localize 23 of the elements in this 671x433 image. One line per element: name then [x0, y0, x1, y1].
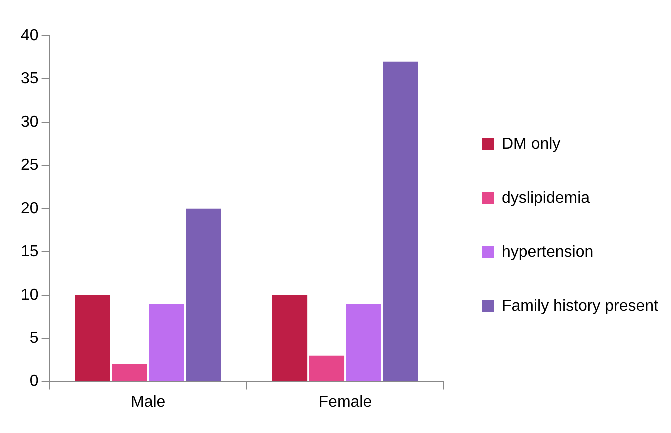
bar [272, 295, 308, 382]
bar [309, 356, 345, 382]
legend-label: dyslipidemia [502, 190, 590, 207]
y-tick-label: 35 [21, 70, 39, 88]
bar [346, 304, 382, 382]
bar [112, 364, 148, 382]
y-tick-label: 25 [21, 157, 39, 174]
bar [149, 304, 184, 382]
legend-label: hypertension [502, 244, 594, 261]
y-tick-label: 40 [21, 27, 39, 44]
y-tick-label: 30 [21, 114, 39, 131]
bar [383, 62, 418, 382]
y-tick-label: 20 [21, 200, 39, 218]
y-tick-label: 10 [21, 286, 39, 304]
y-tick-label: 5 [30, 330, 39, 347]
y-tick-label: 0 [30, 373, 39, 390]
y-tick-label: 15 [21, 244, 39, 261]
legend-label: DM only [502, 136, 561, 153]
legend-label: Family history present [502, 298, 660, 315]
bar [186, 208, 222, 382]
x-tick-label: Male [131, 394, 166, 411]
bar [75, 295, 110, 382]
x-tick-label: Female [318, 394, 372, 411]
